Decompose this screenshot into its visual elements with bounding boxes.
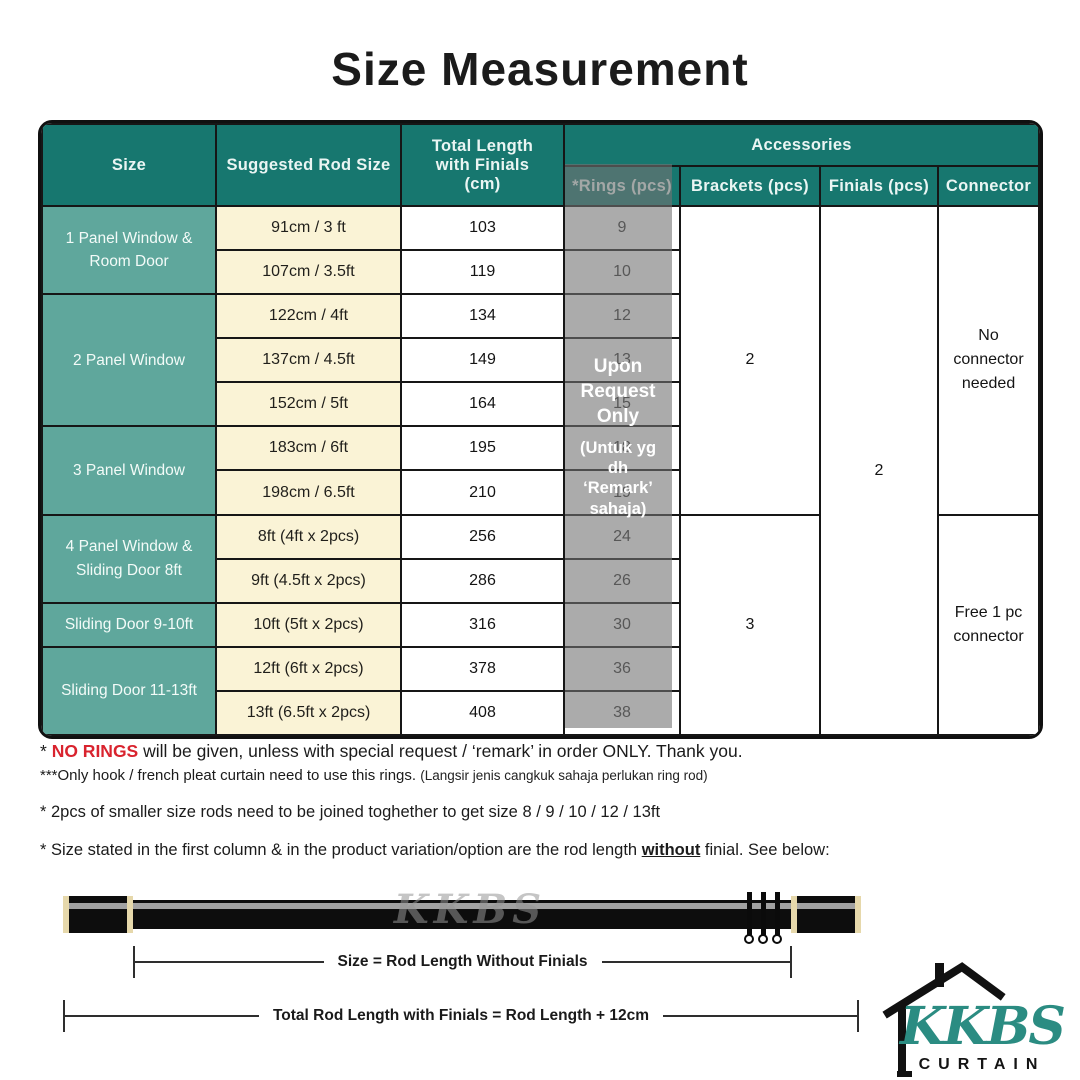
connector-cell-top: No connector needed (936, 205, 1041, 516)
col-header-finials: Finials (pcs) (819, 165, 939, 207)
rod-size-cell: 12ft (6ft x 2pcs) (215, 645, 402, 692)
rings-cell: 9 (563, 204, 681, 252)
rod-size-cell: 91cm / 3 ft (215, 204, 402, 252)
total-length-cell: 134 (400, 293, 565, 340)
logo-wall-foot (897, 1071, 912, 1077)
page-title: Size Measurement (331, 43, 749, 95)
curtain-ring-loop (758, 934, 768, 944)
rod-left-finial (63, 896, 133, 933)
size-group-4-panel: 4 Panel Window & Sliding Door 8ft (41, 513, 217, 604)
curtain-ring (747, 892, 752, 935)
rings-cell: 36 (563, 645, 681, 692)
total-length-cell: 195 (400, 425, 565, 472)
rings-cell: 10 (563, 249, 681, 296)
finial-stripe (797, 903, 855, 909)
footnote-size-definition: * Size stated in the first column & in t… (40, 841, 830, 860)
rings-overlay-line1: Upon Request Only (580, 356, 656, 428)
finials-cell: 2 (819, 205, 939, 736)
total-length-cell: 378 (400, 645, 565, 692)
dimension-size-without-finials: Size = Rod Length Without Finials (133, 946, 792, 978)
col-header-rod-size: Suggested Rod Size (215, 123, 402, 207)
dimension-line (135, 961, 324, 963)
rings-cell: 12 (563, 293, 681, 340)
rod-right-finial (791, 896, 861, 933)
dimension-size-label: Size = Rod Length Without Finials (337, 953, 588, 970)
rings-overlay-caption: Upon Request Only (Untuk yg dh ‘Remark’ … (561, 354, 675, 519)
total-length-cell: 286 (400, 557, 565, 604)
rings-cell: 38 (563, 689, 681, 736)
col-header-rings: *Rings (pcs) (563, 165, 681, 207)
kkbs-curtain-logo: KKBS CURTAIN (882, 962, 1066, 1077)
footnote-no-rings-text: will be given, unless with special reque… (138, 741, 743, 761)
size-group-3-panel: 3 Panel Window (41, 425, 217, 516)
footnote-no-rings: * NO RINGS will be given, unless with sp… (40, 741, 743, 762)
curtain-ring (775, 892, 780, 935)
total-length-cell: 119 (400, 249, 565, 296)
footnote-star: * (40, 741, 52, 761)
col-header-size: Size (41, 123, 217, 207)
rod-size-cell: 13ft (6.5ft x 2pcs) (215, 689, 402, 736)
size-group-sliding-9-10: Sliding Door 9-10ft (41, 601, 217, 648)
without-emphasis: without (641, 841, 701, 859)
size-group-sliding-11-13: Sliding Door 11-13ft (41, 645, 217, 736)
footnote-size-definition-post: finial. See below: (700, 841, 830, 859)
col-header-brackets: Brackets (pcs) (679, 165, 821, 207)
dimension-line (601, 961, 791, 963)
col-header-total-length: Total Length with Finials (cm) (400, 123, 565, 207)
rod-size-cell: 9ft (4.5ft x 2pcs) (215, 557, 402, 604)
connector-cell-bottom: Free 1 pc connector (936, 513, 1041, 736)
rod-size-cell: 152cm / 5ft (215, 381, 402, 428)
size-group-1-panel: 1 Panel Window & Room Door (41, 204, 217, 296)
brackets-cell-bottom: 3 (679, 513, 821, 736)
size-group-2-panel: 2 Panel Window (41, 293, 217, 428)
rod-size-cell: 183cm / 6ft (215, 425, 402, 472)
brackets-cell-top: 2 (679, 205, 821, 516)
rod-size-cell: 198cm / 6.5ft (215, 469, 402, 516)
dimension-line (663, 1015, 858, 1017)
footnote-malay-note: (Langsir jenis cangkuk sahaja perlukan r… (420, 768, 708, 783)
total-length-cell: 149 (400, 337, 565, 384)
measurement-table: Size Suggested Rod Size Total Length wit… (41, 123, 1041, 736)
footnote-hook-pleat: ***Only hook / french pleat curtain need… (40, 767, 708, 784)
finial-stripe (69, 903, 127, 909)
table-row: 13ft (6.5ft x 2pcs) 408 38 (42, 689, 1039, 736)
logo-kkbs-text: KKBS (898, 996, 1064, 1057)
curtain-rod (133, 900, 791, 929)
dimension-line (65, 1015, 259, 1017)
rod-size-cell: 8ft (4ft x 2pcs) (215, 513, 402, 560)
logo-roof (882, 962, 1006, 1019)
rod-size-cell: 137cm / 4.5ft (215, 337, 402, 384)
dimension-total-with-finials: Total Rod Length with Finials = Rod Leng… (63, 1000, 859, 1032)
rod-size-cell: 122cm / 4ft (215, 293, 402, 340)
rings-cell: 30 (563, 601, 681, 648)
total-length-cell: 316 (400, 601, 565, 648)
logo-curtain-text: CURTAIN (919, 1056, 1046, 1073)
footnote-joined-rods: * 2pcs of smaller size rods need to be j… (40, 803, 661, 821)
rings-overlay-line2: (Untuk yg dh ‘Remark’ sahaja) (579, 439, 657, 518)
col-header-connector: Connector (936, 165, 1041, 207)
total-length-cell: 103 (400, 204, 565, 252)
table-row: 1 Panel Window & Room Door 91cm / 3 ft 1… (41, 204, 1041, 736)
rod-size-cell: 10ft (5ft x 2pcs) (215, 601, 402, 648)
rings-cell: 26 (563, 557, 681, 604)
curtain-ring-loop (772, 934, 782, 944)
footnote-hook-pleat-text: ***Only hook / french pleat curtain need… (40, 767, 421, 784)
size-measurement-table: Size Suggested Rod Size Total Length wit… (38, 120, 1044, 739)
dimension-total-label: Total Rod Length with Finials = Rod Leng… (272, 1007, 650, 1024)
curtain-ring-loop (744, 934, 754, 944)
col-header-accessories: Accessories (562, 123, 1041, 167)
rod-stripe (133, 903, 791, 909)
total-length-cell: 408 (400, 689, 565, 736)
curtain-ring (761, 892, 766, 935)
total-length-cell: 164 (400, 381, 565, 428)
rings-cell: 24 (563, 513, 681, 560)
kkbs-watermark: KKBS (393, 886, 547, 933)
total-length-cell: 256 (400, 513, 565, 560)
total-length-cell: 210 (400, 469, 565, 516)
logo-chimney (935, 963, 944, 987)
rod-size-cell: 107cm / 3.5ft (215, 249, 402, 296)
no-rings-highlight: NO RINGS (51, 741, 139, 761)
footnote-size-definition-pre: * Size stated in the first column & in t… (40, 841, 642, 859)
